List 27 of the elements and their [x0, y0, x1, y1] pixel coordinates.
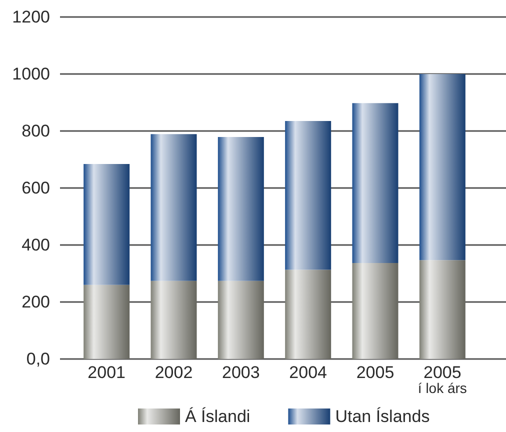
y-tick-label: 800	[22, 122, 50, 140]
y-tick-label: 600	[22, 178, 50, 198]
legend-label: Á Íslandi	[185, 407, 250, 426]
bar	[84, 164, 130, 285]
bar	[150, 134, 197, 281]
y-tick-label: 0,0	[26, 350, 50, 368]
y-tick-label: 200	[22, 292, 50, 312]
bar	[419, 260, 466, 359]
y-tick-label: 1200	[12, 8, 50, 26]
bar	[352, 103, 398, 263]
y-tick-label: 400	[22, 236, 50, 254]
bar	[285, 270, 332, 359]
bar	[352, 262, 398, 359]
bar	[285, 121, 332, 270]
x-tick-label: 2005	[356, 363, 394, 382]
x-tick-label: 2002	[154, 363, 193, 382]
legend-label: Utan Íslands	[335, 407, 430, 426]
x-tick-label: 2001	[88, 363, 126, 382]
x-tick-label: 2003	[222, 363, 260, 382]
x-tick-label: 2005 í lok árs	[418, 363, 467, 396]
bar	[218, 136, 264, 281]
bar	[84, 284, 130, 359]
bar	[150, 280, 197, 359]
y-tick-label: 1000	[12, 64, 50, 84]
bar	[419, 74, 466, 260]
x-tick-label: 2004	[289, 363, 327, 382]
bar	[218, 280, 264, 359]
